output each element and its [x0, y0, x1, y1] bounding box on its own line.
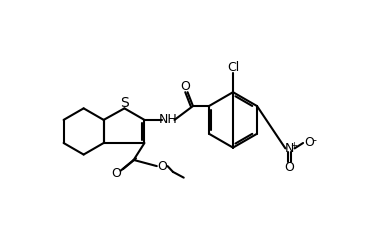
Text: NH: NH	[159, 113, 178, 126]
Text: S: S	[120, 96, 129, 110]
Text: O: O	[157, 160, 167, 173]
Text: O: O	[304, 136, 314, 150]
Text: Cl: Cl	[227, 61, 239, 74]
Text: O: O	[284, 161, 294, 174]
Text: -: -	[313, 135, 317, 145]
Text: O: O	[180, 80, 190, 93]
Text: +: +	[290, 141, 297, 150]
Text: N: N	[284, 142, 294, 155]
Text: O: O	[111, 167, 121, 180]
